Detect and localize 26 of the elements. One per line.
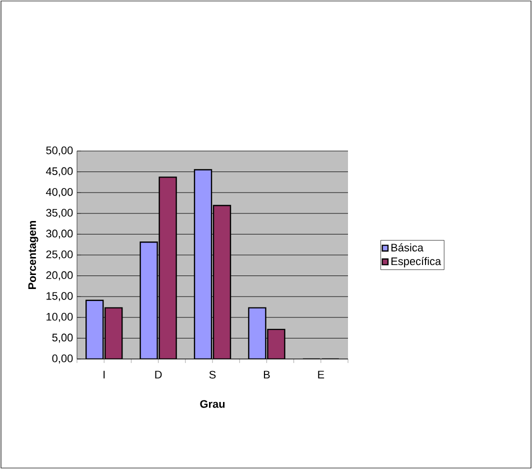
- x-tick-label: D: [155, 370, 162, 378]
- y-tick-label: 45,00: [46, 167, 73, 176]
- bar: [86, 300, 104, 359]
- y-tick-label: 25,00: [46, 250, 73, 260]
- x-tick-label: B: [264, 370, 270, 378]
- y-tick-label: 50,00: [46, 146, 73, 156]
- y-tick-label: 5,00: [52, 334, 73, 343]
- bar: [140, 242, 158, 359]
- y-tick-label: 40,00: [46, 188, 73, 198]
- y-axis-title: Porcentagem: [28, 220, 38, 289]
- y-tick-label: 20,00: [46, 271, 73, 280]
- x-tick-label: I: [104, 370, 105, 378]
- legend-label: Básica: [391, 243, 424, 252]
- y-tick-label: 15,00: [46, 292, 73, 302]
- legend-label: Específica: [391, 257, 442, 268]
- x-tick-label: E: [318, 370, 324, 378]
- x-tick-label: S: [209, 370, 216, 379]
- y-tick-label: 0,00: [52, 354, 73, 364]
- bar: [105, 308, 122, 359]
- bar: [159, 177, 176, 359]
- y-tick-label: 30,00: [46, 230, 73, 239]
- bar: [194, 170, 212, 359]
- bar: [213, 205, 230, 359]
- x-axis-title: Grau: [200, 400, 225, 408]
- y-tick-label: 10,00: [46, 312, 73, 322]
- y-tick-label: 35,00: [46, 208, 73, 218]
